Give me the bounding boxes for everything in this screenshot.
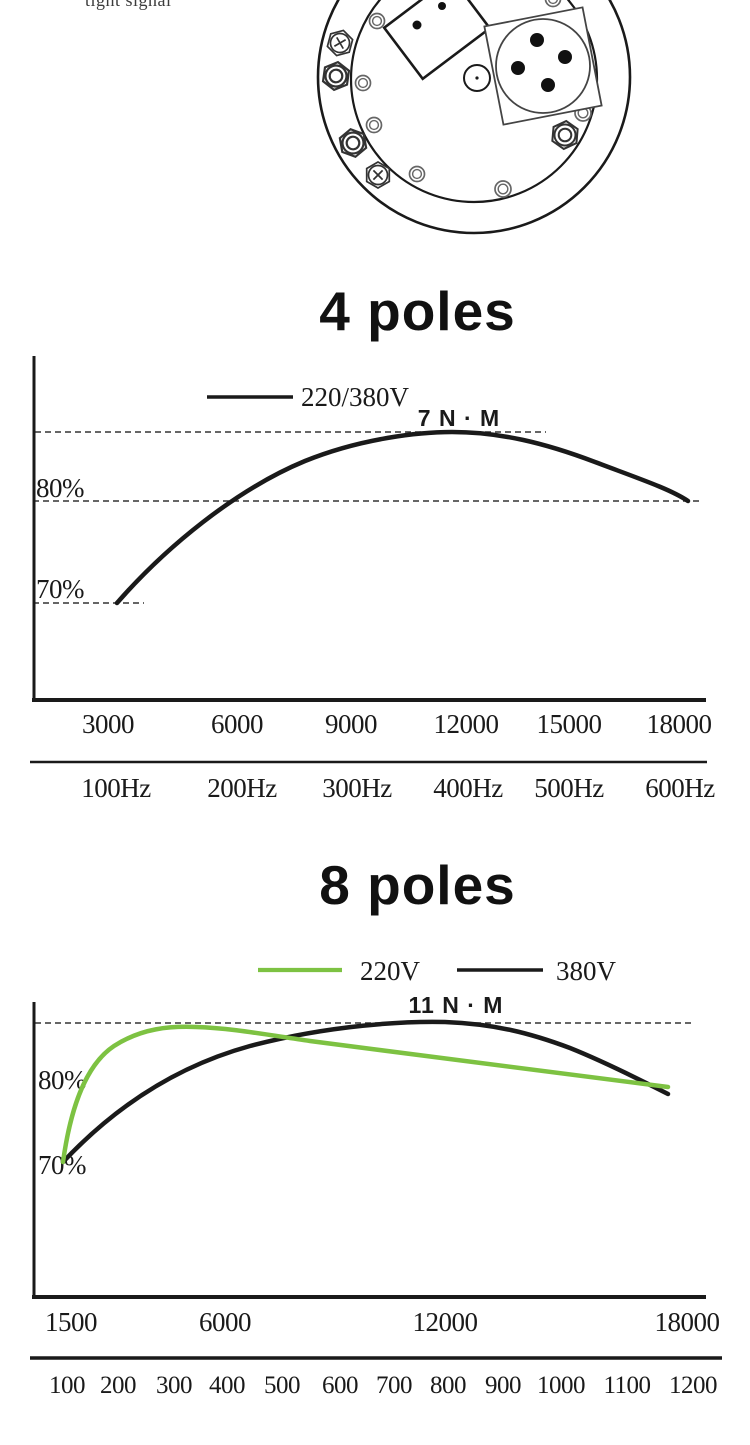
aviation-plug-4pin-icon — [483, 6, 603, 126]
x-tick: 9000 — [325, 709, 377, 739]
freq-tick: 500 — [264, 1372, 300, 1399]
freq-tick: 1000 — [537, 1372, 585, 1399]
x-tick: 6000 — [199, 1307, 251, 1337]
freq-tick: 500Hz — [534, 773, 604, 803]
freq-tick: 200 — [100, 1372, 136, 1399]
x-tick: 1500 — [45, 1307, 97, 1337]
x-tick: 15000 — [537, 709, 602, 739]
freq-tick: 1200 — [669, 1372, 717, 1399]
nameplate-icon — [382, 0, 492, 81]
chart2-legend-label-220v: 220V — [360, 956, 421, 986]
chart2-title: 8 poles — [319, 854, 516, 916]
freq-tick: 100Hz — [81, 773, 151, 803]
chart-8-poles: 220V 380V 11 N · M 80% 70% 1500 6000 120… — [30, 956, 722, 1399]
flange-drawing — [316, 0, 632, 235]
x-tick: 12000 — [413, 1307, 478, 1337]
x-tick: 18000 — [655, 1307, 720, 1337]
freq-tick: 900 — [485, 1372, 521, 1399]
x-tick: 12000 — [434, 709, 499, 739]
freq-tick: 200Hz — [207, 773, 277, 803]
freq-tick: 600Hz — [645, 773, 715, 803]
chart2-peak-label: 11 N · M — [409, 992, 504, 1018]
chart1-curve-220-380v — [114, 429, 691, 606]
chart2-curve-220v — [60, 1024, 671, 1165]
chart1-peak-label: 7 N · M — [418, 405, 500, 431]
chart1-ylabel-80: 80% — [36, 473, 84, 503]
freq-tick: 300 — [156, 1372, 192, 1399]
x-tick: 18000 — [647, 709, 712, 739]
chart1-ylabel-70: 70% — [36, 574, 84, 604]
chart2-curve-380v — [60, 1019, 671, 1165]
bolt-hole-icon — [354, 0, 592, 198]
chart1-legend-label: 220/380V — [301, 382, 410, 412]
hex-phillips-screw-icon — [326, 29, 391, 189]
cropped-caption: tight signal — [85, 0, 172, 10]
chart-4-poles: 220/380V 7 N · M 80% 70% 3000 6000 9000 … — [30, 356, 716, 803]
freq-tick: 100 — [49, 1372, 85, 1399]
freq-tick: 1100 — [603, 1372, 650, 1399]
freq-tick: 400 — [209, 1372, 245, 1399]
chart2-ylabel-80: 80% — [38, 1065, 86, 1095]
x-tick: 6000 — [211, 709, 263, 739]
chart1-title: 4 poles — [319, 280, 516, 342]
hex-bolt-icon — [321, 60, 579, 159]
freq-tick: 700 — [376, 1372, 412, 1399]
freq-tick: 600 — [322, 1372, 358, 1399]
flange-outer-rim — [316, 0, 632, 235]
freq-tick: 800 — [430, 1372, 466, 1399]
freq-tick: 400Hz — [433, 773, 503, 803]
freq-tick: 300Hz — [322, 773, 392, 803]
center-hole-icon — [463, 64, 491, 92]
x-tick: 3000 — [82, 709, 134, 739]
chart2-legend-label-380v: 380V — [556, 956, 617, 986]
